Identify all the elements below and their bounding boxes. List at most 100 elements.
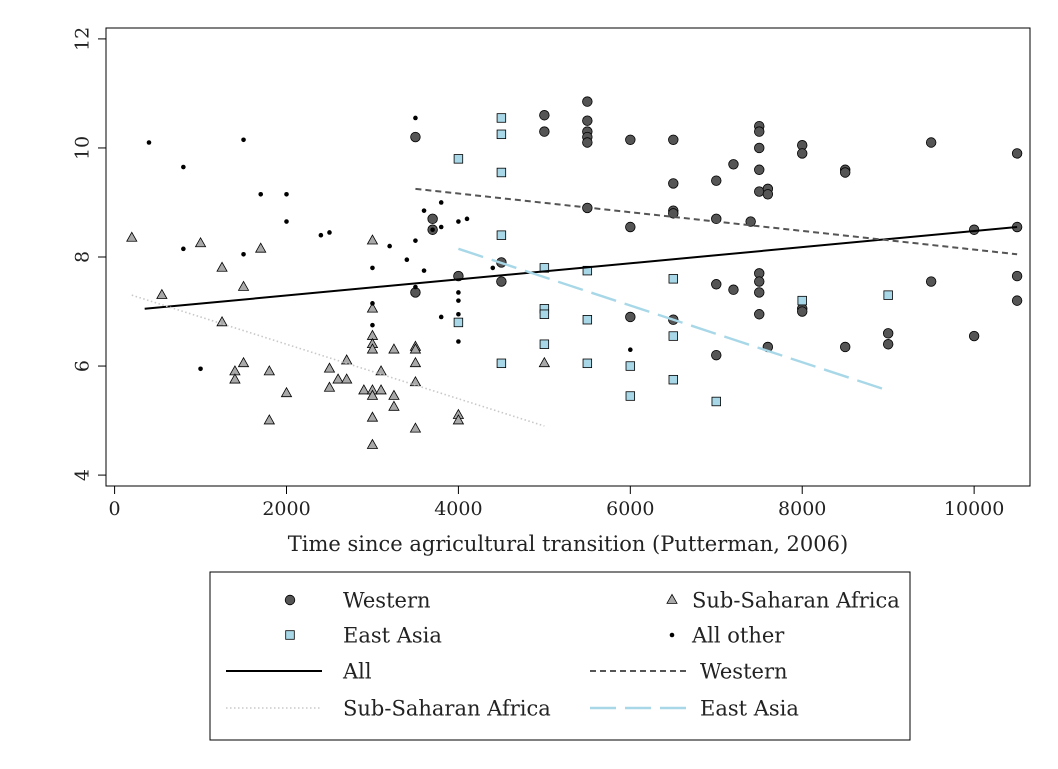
data-point (156, 288, 168, 299)
data-point (409, 422, 422, 433)
data-point (358, 384, 370, 395)
data-point (263, 365, 276, 376)
data-point (797, 306, 808, 317)
data-point (438, 224, 444, 230)
data-point (254, 242, 267, 253)
data-point (340, 354, 353, 365)
data-point (728, 284, 739, 295)
data-point (797, 295, 807, 306)
x-tick-label: 2000 (262, 498, 310, 520)
legend-label: East Asia (700, 696, 799, 720)
data-point (229, 373, 241, 384)
x-tick-label: 4000 (434, 498, 482, 520)
legend-marker (284, 594, 296, 606)
data-point (668, 134, 679, 145)
data-point (318, 232, 324, 238)
data-point (370, 265, 375, 271)
data-point (754, 186, 765, 197)
data-point (762, 189, 774, 200)
data-point (388, 389, 400, 400)
data-point (181, 246, 186, 252)
data-point (456, 290, 461, 295)
y-axis: 4 6 8 10 12 (72, 27, 106, 481)
data-point (375, 365, 387, 376)
y-tick-label: 8 (72, 251, 94, 263)
data-point (452, 414, 465, 425)
data-point (404, 257, 410, 263)
data-point (711, 279, 722, 290)
y-tick-label: 10 (72, 136, 94, 160)
data-point (409, 343, 422, 354)
data-point (413, 238, 418, 243)
data-point (237, 356, 250, 368)
data-point (754, 142, 765, 154)
data-point (625, 391, 636, 401)
data-point (754, 126, 765, 137)
data-point (241, 251, 246, 257)
plot-area (105, 27, 1031, 487)
x-axis-label: Time since agricultural transition (Putt… (288, 532, 848, 556)
x-axis: 0 2000 4000 6000 8000 10000 (109, 486, 1004, 520)
data-point (1011, 148, 1023, 159)
series-east-asia-points (453, 113, 893, 407)
data-point (625, 221, 636, 233)
legend-marker (285, 630, 295, 640)
data-point (387, 243, 392, 249)
data-point (413, 284, 418, 290)
data-point (582, 115, 593, 126)
data-point (194, 236, 207, 248)
data-point (456, 311, 461, 317)
data-point (1011, 270, 1023, 282)
fit-line-western (415, 187, 1018, 256)
data-point (582, 315, 593, 325)
legend: Western Sub-Saharan Africa East Asia All ot… (226, 588, 900, 720)
data-point (456, 298, 461, 303)
data-point (628, 347, 633, 352)
data-point (625, 134, 636, 145)
fit-line-all (144, 226, 1018, 310)
series-western-points (410, 96, 1023, 361)
data-point (711, 175, 722, 186)
data-point (323, 381, 336, 392)
data-point (366, 438, 379, 449)
data-point (366, 389, 379, 400)
data-point (754, 276, 765, 287)
data-point (263, 414, 276, 425)
data-point (883, 290, 893, 300)
data-point (427, 213, 438, 225)
data-point (668, 374, 678, 385)
data-point (754, 309, 765, 320)
data-point (198, 366, 203, 372)
data-point (370, 322, 375, 328)
y-tick-label: 6 (72, 360, 94, 372)
data-point (438, 200, 444, 205)
data-point (216, 261, 228, 272)
legend-item: East Asia (285, 623, 442, 647)
data-point (539, 309, 550, 319)
data-point (496, 358, 507, 369)
data-point (1011, 295, 1023, 306)
data-point (539, 126, 550, 137)
data-point (421, 208, 427, 213)
data-point (258, 191, 264, 197)
data-point (754, 164, 765, 175)
data-point (453, 317, 464, 328)
data-point (453, 154, 464, 164)
data-point (237, 280, 250, 291)
data-point (366, 302, 379, 313)
data-point (430, 227, 435, 233)
data-point (409, 356, 422, 368)
data-point (327, 230, 332, 235)
data-point (711, 349, 722, 361)
data-point (496, 167, 507, 178)
data-point (340, 373, 353, 384)
data-point (146, 140, 152, 145)
x-tick-label: 10000 (944, 498, 1004, 520)
data-point (882, 328, 894, 339)
data-point (464, 216, 470, 222)
data-point (456, 339, 461, 344)
legend-item: Sub-Saharan Africa (666, 588, 900, 612)
data-point (582, 137, 593, 148)
data-point (728, 159, 739, 170)
data-point (754, 287, 765, 298)
